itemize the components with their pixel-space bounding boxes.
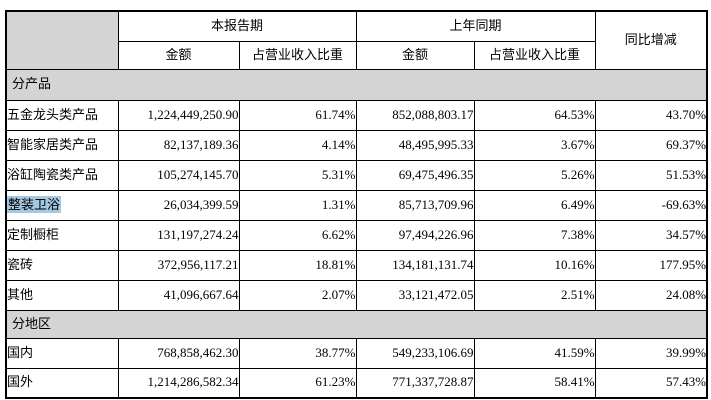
col-header-prior-period: 上年同期	[355, 10, 596, 42]
cell-yoy-change: 177.95%	[594, 249, 708, 281]
cell-prior-amount: 549,233,106.69	[355, 337, 475, 369]
row-label: 定制橱柜	[5, 219, 119, 251]
table-row-ceramic-tiles: 瓷砖 372,956,117.21 18.81% 134,181,131.74 …	[5, 249, 708, 281]
row-label: 瓷砖	[5, 249, 119, 281]
row-label: 浴缸陶瓷类产品	[5, 159, 119, 191]
cell-current-share: 4.14%	[238, 129, 357, 161]
cell-yoy-change: -69.63%	[594, 189, 708, 221]
header-row-periods: 本报告期 上年同期 同比增减	[5, 10, 708, 70]
table-row-integrated-bathroom: 整装卫浴 26,034,399.59 1.31% 85,713,709.96 6…	[5, 189, 708, 221]
cell-prior-share: 2.51%	[473, 279, 596, 311]
row-label: 其他	[5, 279, 119, 311]
cell-yoy-change: 51.53%	[594, 159, 708, 191]
table-row-domestic: 国内 768,858,462.30 38.77% 549,233,106.69 …	[5, 337, 708, 369]
table-row-bathtub-ceramic-products: 浴缸陶瓷类产品 105,274,145.70 5.31% 69,475,496.…	[5, 159, 708, 191]
table-row-overseas: 国外 1,214,286,582.34 61.23% 771,337,728.8…	[5, 367, 708, 399]
table-row-smart-home-products: 智能家居类产品 82,137,189.36 4.14% 48,495,995.3…	[5, 129, 708, 161]
cell-prior-share: 64.53%	[473, 99, 596, 131]
cell-yoy-change: 43.70%	[594, 99, 708, 131]
col-header-amount-current: 金额	[117, 40, 240, 70]
cell-yoy-change: 57.43%	[594, 367, 708, 399]
cell-current-share: 5.31%	[238, 159, 357, 191]
col-header-yoy-change: 同比增减	[594, 10, 708, 70]
section-row-by-product: 分产品	[5, 68, 708, 101]
cell-current-share: 2.07%	[238, 279, 357, 311]
row-label: 智能家居类产品	[5, 129, 119, 161]
header-row-measures: 金额 占营业收入比重 金额 占营业收入比重	[6, 40, 707, 70]
cell-yoy-change: 34.57%	[594, 219, 708, 251]
cell-current-share: 61.74%	[238, 99, 357, 131]
cell-prior-amount: 48,495,995.33	[355, 129, 475, 161]
cell-prior-share: 7.38%	[473, 219, 596, 251]
cell-prior-amount: 33,121,472.05	[355, 279, 475, 311]
cell-current-amount: 41,096,667.64	[117, 279, 240, 311]
selected-text-highlight[interactable]: 整装卫浴	[7, 195, 62, 213]
cell-yoy-change: 39.99%	[594, 337, 708, 369]
cell-current-amount: 1,224,449,250.90	[117, 99, 240, 131]
col-header-share-current: 占营业收入比重	[238, 40, 357, 70]
cell-prior-share: 5.26%	[473, 159, 596, 191]
cell-prior-amount: 97,494,226.96	[355, 219, 475, 251]
cell-prior-amount: 852,088,803.17	[355, 99, 475, 131]
cell-current-share: 61.23%	[238, 367, 357, 399]
corner-empty-cell	[5, 10, 119, 70]
segment-revenue-table-container: 本报告期 上年同期 同比增减 金额 占营业收入比重 金额 占营业收入比重 分产品…	[5, 10, 709, 399]
section-row-by-region: 分地区	[5, 309, 708, 339]
section-label: 分地区	[5, 309, 708, 339]
row-label: 五金龙头类产品	[5, 99, 119, 131]
cell-current-amount: 1,214,286,582.34	[117, 367, 240, 399]
cell-current-amount: 768,858,462.30	[117, 337, 240, 369]
cell-yoy-change: 24.08%	[594, 279, 708, 311]
row-label: 整装卫浴	[5, 189, 119, 221]
cell-prior-share: 58.41%	[473, 367, 596, 399]
cell-prior-share: 6.49%	[473, 189, 596, 221]
cell-current-amount: 26,034,399.59	[117, 189, 240, 221]
cell-prior-amount: 134,181,131.74	[355, 249, 475, 281]
cell-prior-amount: 771,337,728.87	[355, 367, 475, 399]
section-label: 分产品	[5, 68, 708, 101]
col-header-share-prior: 占营业收入比重	[473, 40, 596, 70]
row-label: 国外	[5, 367, 119, 399]
table-row-custom-cabinets: 定制橱柜 131,197,274.24 6.62% 97,494,226.96 …	[5, 219, 708, 251]
cell-yoy-change: 69.37%	[594, 129, 708, 161]
col-header-current-period: 本报告期	[117, 10, 357, 42]
cell-current-amount: 372,956,117.21	[117, 249, 240, 281]
cell-current-share: 1.31%	[238, 189, 357, 221]
cell-current-share: 6.62%	[238, 219, 357, 251]
cell-current-amount: 82,137,189.36	[117, 129, 240, 161]
cell-current-share: 18.81%	[238, 249, 357, 281]
row-label: 国内	[5, 337, 119, 369]
cell-prior-amount: 69,475,496.35	[355, 159, 475, 191]
cell-prior-amount: 85,713,709.96	[355, 189, 475, 221]
cell-prior-share: 3.67%	[473, 129, 596, 161]
cell-prior-share: 10.16%	[473, 249, 596, 281]
col-header-amount-prior: 金额	[355, 40, 475, 70]
cell-prior-share: 41.59%	[473, 337, 596, 369]
table-row-other: 其他 41,096,667.64 2.07% 33,121,472.05 2.5…	[5, 279, 708, 311]
cell-current-amount: 131,197,274.24	[117, 219, 240, 251]
segment-revenue-table: 本报告期 上年同期 同比增减 金额 占营业收入比重 金额 占营业收入比重 分产品…	[5, 10, 709, 399]
table-row-faucet-products: 五金龙头类产品 1,224,449,250.90 61.74% 852,088,…	[5, 99, 708, 131]
cell-current-amount: 105,274,145.70	[117, 159, 240, 191]
cell-current-share: 38.77%	[238, 337, 357, 369]
